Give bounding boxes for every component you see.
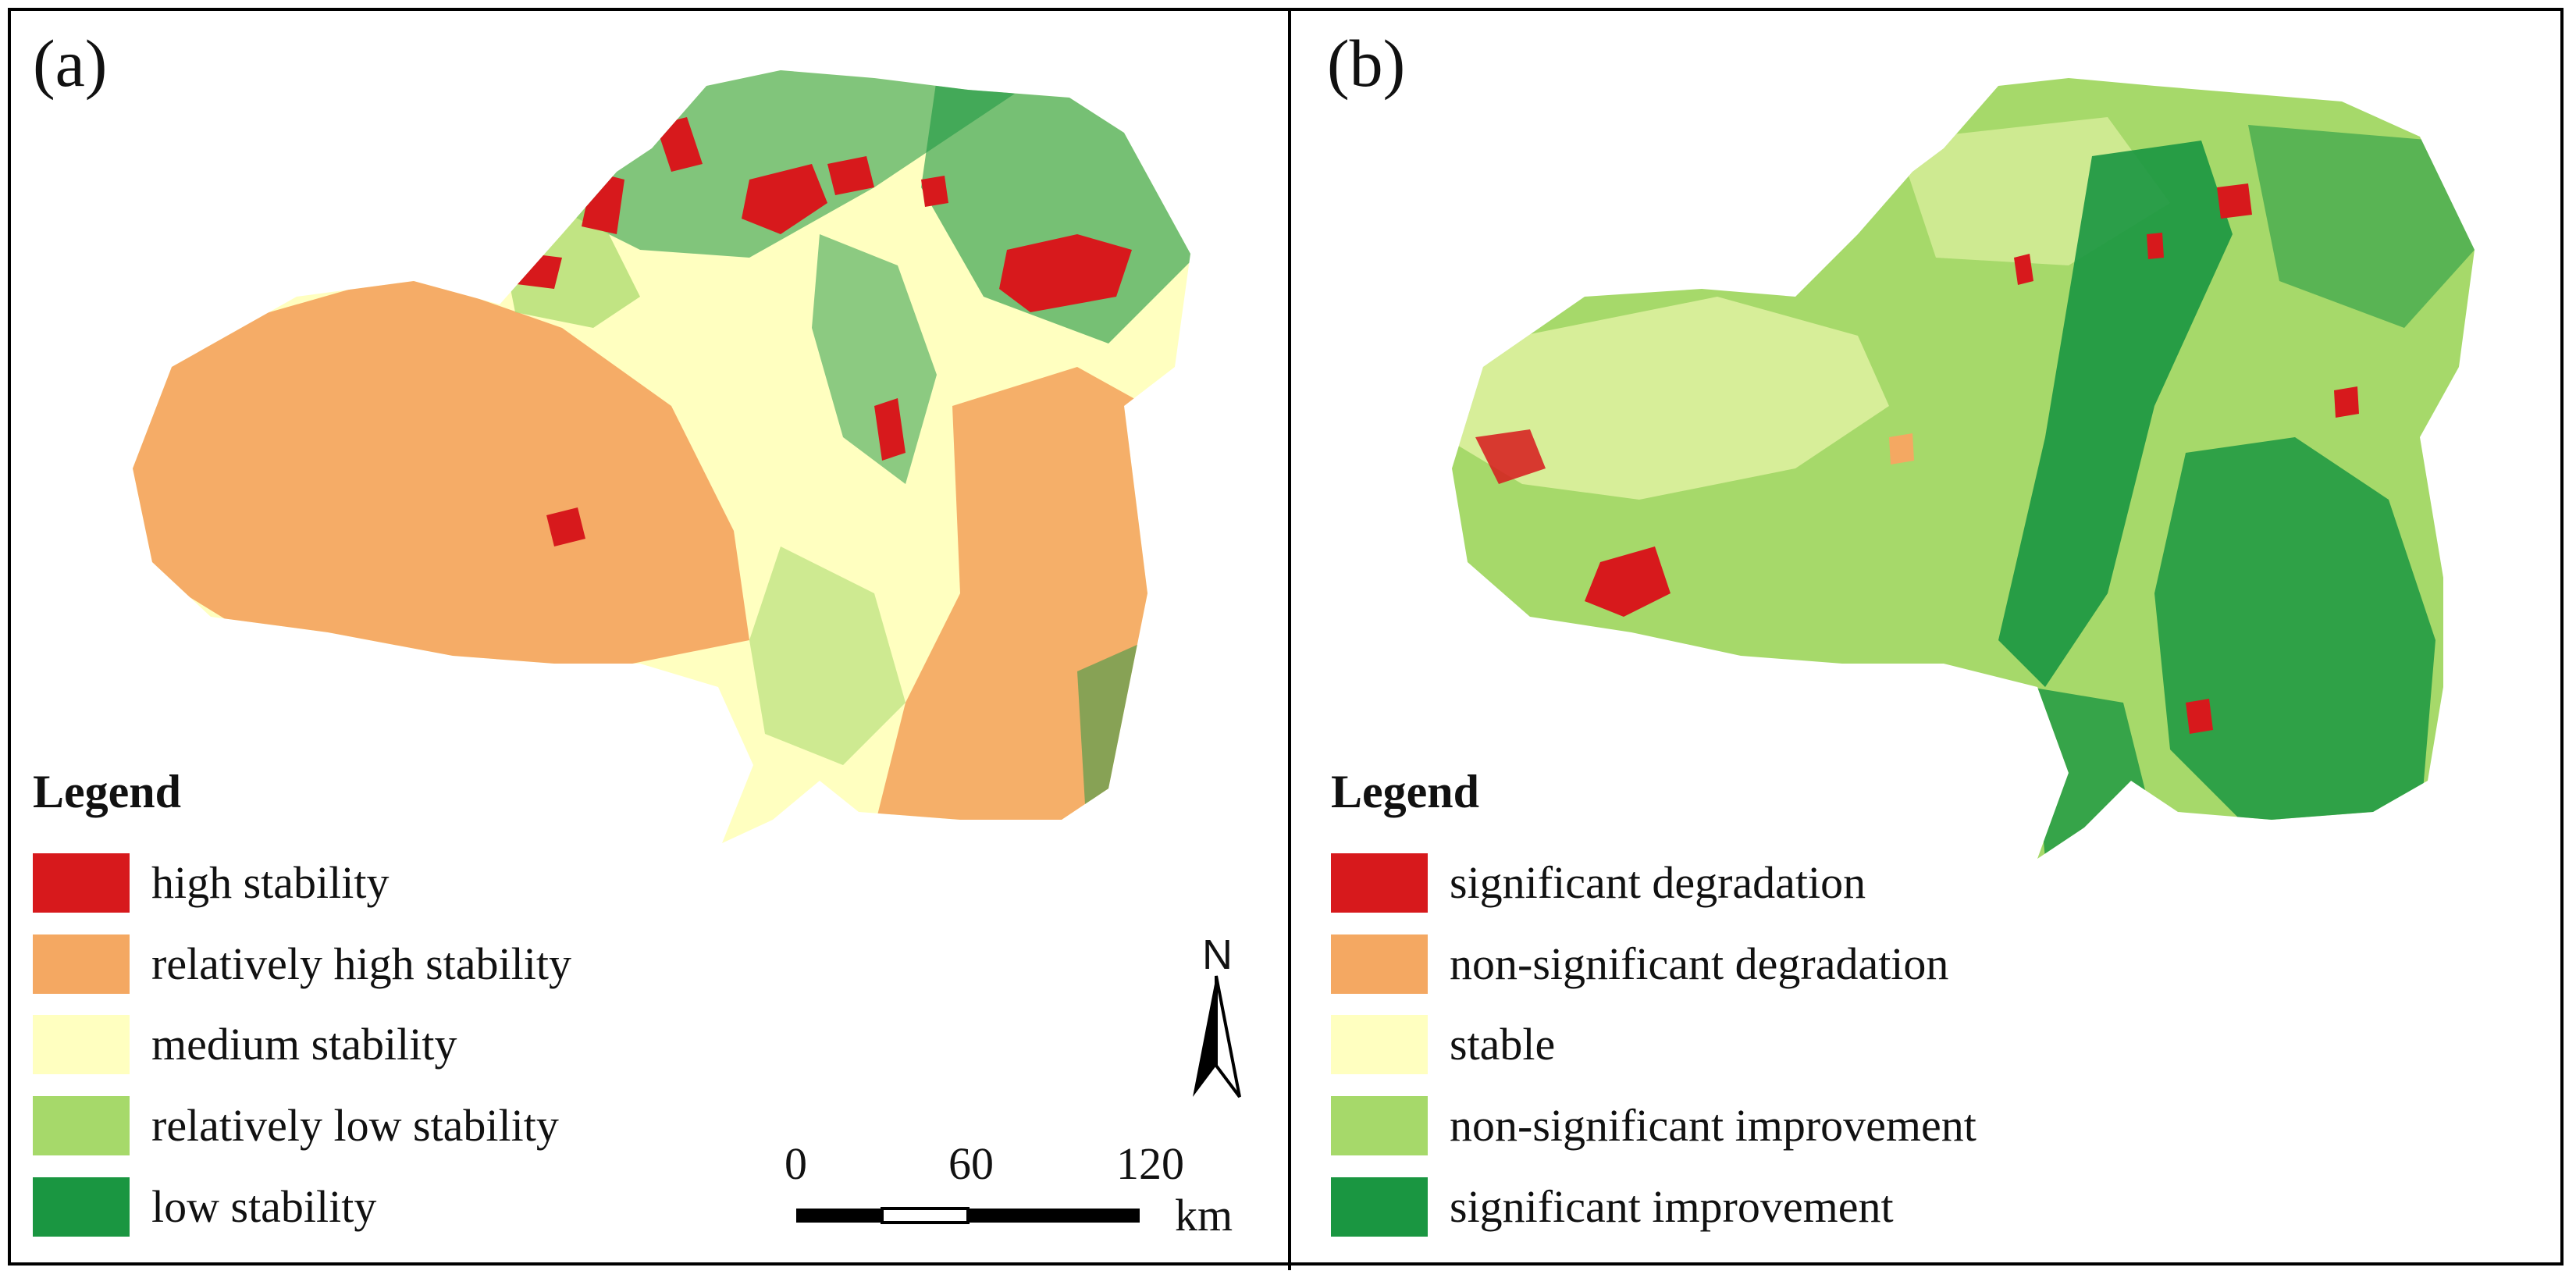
legend-swatch xyxy=(33,853,130,913)
panel-label-b: (b) xyxy=(1327,26,1406,101)
north-arrow-icon xyxy=(1193,975,1241,1098)
legend-label: relatively low stability xyxy=(151,1100,559,1151)
figure-frame xyxy=(8,8,2564,1266)
north-label: N xyxy=(1202,931,1233,978)
legend-label: non-significant degradation xyxy=(1450,938,1949,989)
legend-swatch xyxy=(1331,1015,1428,1074)
panel-label-a: (a) xyxy=(33,26,108,101)
legend-swatch xyxy=(33,1177,130,1237)
legend-swatch xyxy=(33,1096,130,1155)
legend-swatch xyxy=(1331,1177,1428,1237)
legend-label: medium stability xyxy=(151,1019,457,1070)
legend-item-b: non-significant improvement xyxy=(1331,1096,1976,1155)
legend-swatch xyxy=(1331,853,1428,913)
panel-divider xyxy=(1288,8,1291,1270)
legend-item-a: medium stability xyxy=(33,1015,457,1074)
legend-label: relatively high stability xyxy=(151,938,572,989)
legend-item-b: significant degradation xyxy=(1331,853,1866,913)
map-a xyxy=(133,70,1190,843)
map-b xyxy=(1452,78,2475,859)
legend-label: high stability xyxy=(151,857,390,908)
legend-item-a: high stability xyxy=(33,853,390,913)
legend-swatch xyxy=(1331,934,1428,994)
scale-tick-120: 120 xyxy=(1116,1138,1184,1189)
scale-tick-60: 60 xyxy=(948,1138,994,1189)
legend-item-b: stable xyxy=(1331,1015,1555,1074)
legend-swatch xyxy=(33,934,130,994)
legend-label: stable xyxy=(1450,1019,1556,1070)
legend-swatch xyxy=(1331,1096,1428,1155)
scale-bar xyxy=(796,1207,1140,1224)
legend-label: low stability xyxy=(151,1181,377,1232)
legend-item-a: relatively high stability xyxy=(33,934,571,994)
legend-item-b: significant improvement xyxy=(1331,1177,1894,1237)
legend-label: significant degradation xyxy=(1450,857,1866,908)
legend-item-a: low stability xyxy=(33,1177,376,1237)
legend-title-b: Legend xyxy=(1331,766,1480,817)
legend-label: non-significant improvement xyxy=(1450,1100,1976,1151)
legend-label: significant improvement xyxy=(1450,1181,1894,1232)
scale-unit: km xyxy=(1175,1190,1233,1241)
legend-item-a: relatively low stability xyxy=(33,1096,559,1155)
scale-tick-0: 0 xyxy=(785,1138,807,1189)
legend-swatch xyxy=(33,1015,130,1074)
legend-item-b: non-significant degradation xyxy=(1331,934,1948,994)
legend-title-a: Legend xyxy=(33,766,182,817)
